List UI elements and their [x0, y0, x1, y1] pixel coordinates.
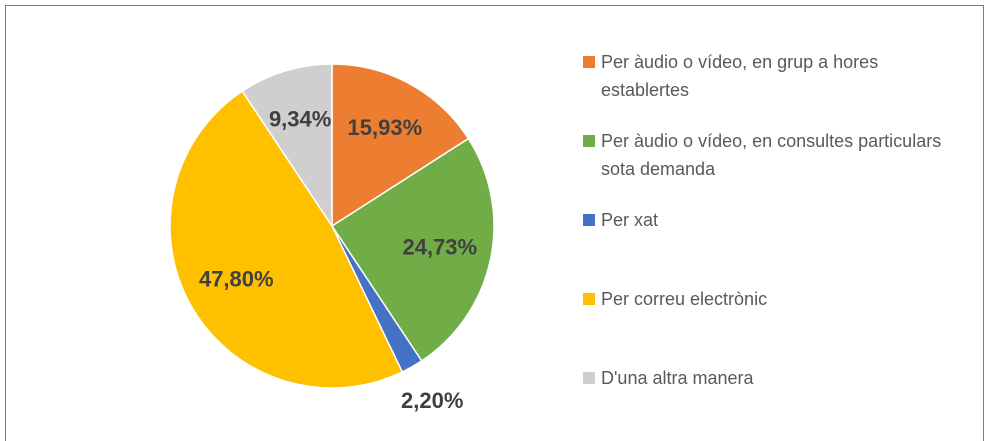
- legend-item: Per àudio o vídeo, en grup a hores estab…: [583, 48, 963, 104]
- data-label: 47,80%: [199, 266, 274, 291]
- pie-slice: [241, 63, 333, 229]
- legend-swatch: [583, 372, 595, 384]
- legend-item: D'una altra manera: [583, 364, 963, 392]
- legend-swatch: [583, 135, 595, 147]
- legend-label: D'una altra manera: [601, 368, 754, 388]
- legend-label: Per àudio o vídeo, en consultes particul…: [601, 131, 942, 179]
- data-label: 15,93%: [348, 115, 423, 140]
- pie-slice: [330, 137, 495, 362]
- legend-item: Per correu electrònic: [583, 285, 963, 313]
- data-label: 24,73%: [402, 234, 477, 259]
- legend-label: Per correu electrònic: [601, 289, 768, 309]
- legend-swatch: [583, 293, 595, 305]
- data-label: 2,20%: [401, 388, 463, 413]
- pie-slice: [331, 63, 470, 228]
- legend-item: Per xat: [583, 206, 963, 234]
- legend-swatch: [583, 56, 595, 68]
- legend-swatch: [583, 214, 595, 226]
- pie-slice: [169, 90, 404, 389]
- chart-border: [5, 5, 984, 441]
- legend-item: Per àudio o vídeo, en consultes particul…: [583, 127, 963, 183]
- legend-label: Per àudio o vídeo, en grup a hores estab…: [601, 52, 879, 100]
- data-label: 9,34%: [269, 106, 331, 131]
- legend-label: Per xat: [601, 210, 659, 230]
